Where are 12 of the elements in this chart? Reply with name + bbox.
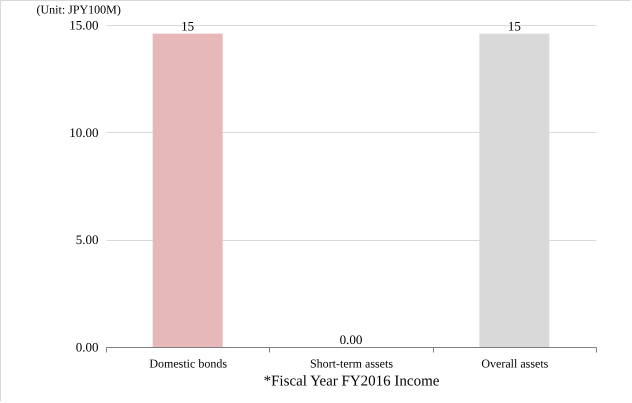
y-tick-label: 15.00 <box>69 18 98 32</box>
y-tick-label: 0.00 <box>76 340 98 354</box>
x-tick-label: Overall assets <box>481 356 549 370</box>
data-label: 15 <box>508 18 521 34</box>
x-tick-label: Domestic bonds <box>149 356 228 370</box>
x-axis-title: *Fiscal Year FY2016 Income <box>264 374 440 390</box>
x-tick-label: Short-term assets <box>310 356 394 370</box>
data-label: 0.00 <box>340 332 362 347</box>
y-tick-label: 5.00 <box>76 232 98 248</box>
data-label: 15 <box>181 18 194 34</box>
y-axis-title: (Unit: JPY100M) <box>36 2 121 16</box>
y-tick-label: 10.00 <box>69 124 98 140</box>
